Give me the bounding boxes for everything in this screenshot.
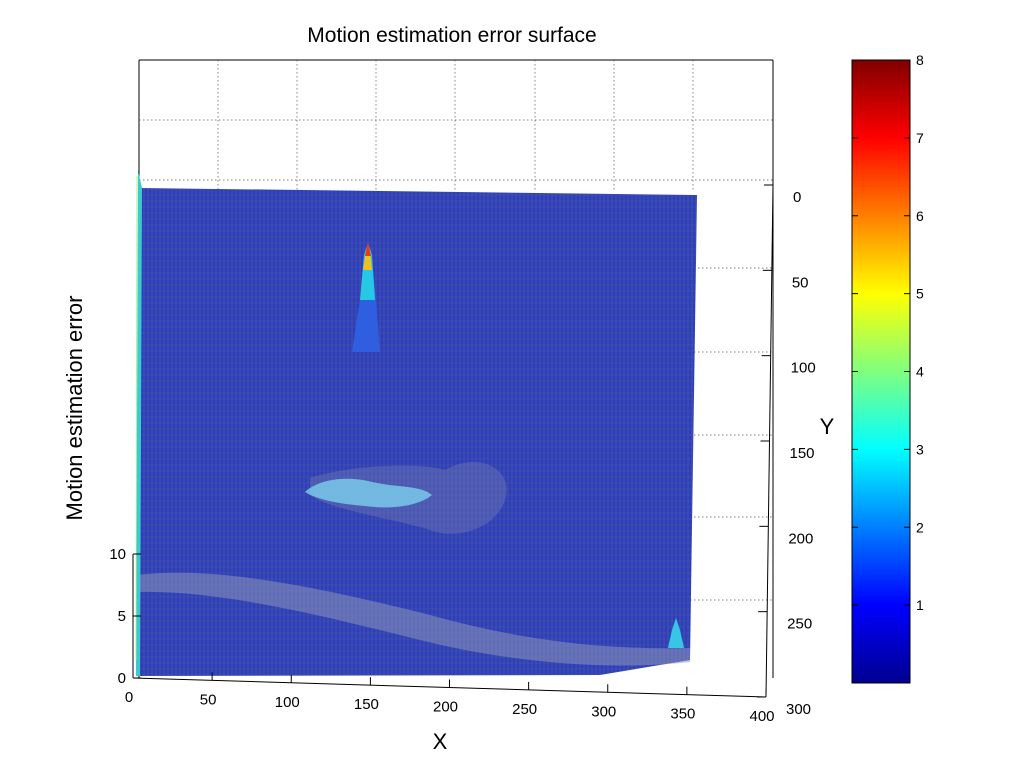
x-tick-label: 350 [670,706,695,723]
y-tick-labels: 0 50 100 150 200 250 300 [757,184,816,718]
x-tick-labels: 0 50 100 150 200 250 300 350 400 [125,670,775,725]
grid-lines [139,60,773,601]
x-tick-label: 250 [512,701,537,718]
x-tick-label: 100 [275,694,300,711]
y-tick-label: 200 [788,530,813,547]
colorbar-tick-label: 3 [916,441,924,457]
x-tick-label: 150 [354,696,379,713]
z-tick-label: 10 [109,546,126,563]
surface-mesh [136,188,697,676]
x-tick-label: 400 [749,708,774,725]
y-tick-label: 50 [792,274,809,291]
y-tick-label: 100 [791,360,816,377]
chart-title: Motion estimation error surface [307,24,596,47]
colorbar-tick-label: 7 [916,130,924,146]
y-tick-label: 300 [786,701,811,718]
y-tick-label: 150 [790,445,815,462]
x-tick-label: 50 [200,691,217,708]
colorbar-tick-label: 8 [916,52,924,68]
x-tick-label: 200 [433,699,458,716]
colorbar-tick-labels: 1 2 3 4 5 6 7 8 [852,52,924,613]
x-axis-label: X [433,729,448,754]
colorbar-tick-label: 4 [916,364,924,380]
peak-main [352,243,380,352]
peak-object [305,478,432,508]
x-tick-label: 300 [591,703,616,720]
z-axis-label: Motion estimation error [62,296,87,521]
colorbar-tick-label: 1 [916,597,924,613]
peak-left-edge [135,170,142,676]
colorbar-tick-label: 5 [916,286,924,302]
y-tick-label: 0 [793,189,801,206]
colorbar-tick-label: 2 [916,519,924,535]
colorbar [851,59,911,684]
y-tick-label: 250 [787,616,812,633]
surface-shadow-band [137,572,690,666]
z-tick-label: 5 [118,608,126,625]
colorbar-tick-label: 6 [916,208,924,224]
y-axis-label: Y [820,414,835,439]
error-surface [135,170,697,676]
peak-right [668,618,684,648]
colorbar-gradient [851,59,911,684]
z-tick-label: 0 [118,670,126,687]
x-tick-label: 0 [125,689,133,706]
